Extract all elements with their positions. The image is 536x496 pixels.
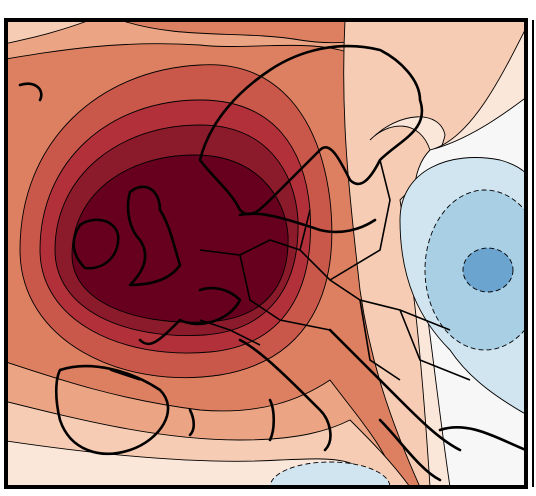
coastline	[188, 398, 276, 442]
fill-level	[269, 461, 391, 487]
title-crop	[0, 0, 536, 19]
coastline	[54, 212, 377, 455]
fill-level	[462, 247, 514, 293]
coastlines	[18, 44, 526, 482]
fill-level	[71, 154, 289, 323]
coastline	[18, 82, 43, 102]
map-frame	[4, 18, 528, 489]
coastline	[126, 185, 182, 287]
border	[109, 159, 471, 381]
coastline	[198, 44, 424, 216]
borders	[109, 159, 471, 381]
coastline	[238, 328, 526, 482]
coastline	[72, 218, 120, 270]
